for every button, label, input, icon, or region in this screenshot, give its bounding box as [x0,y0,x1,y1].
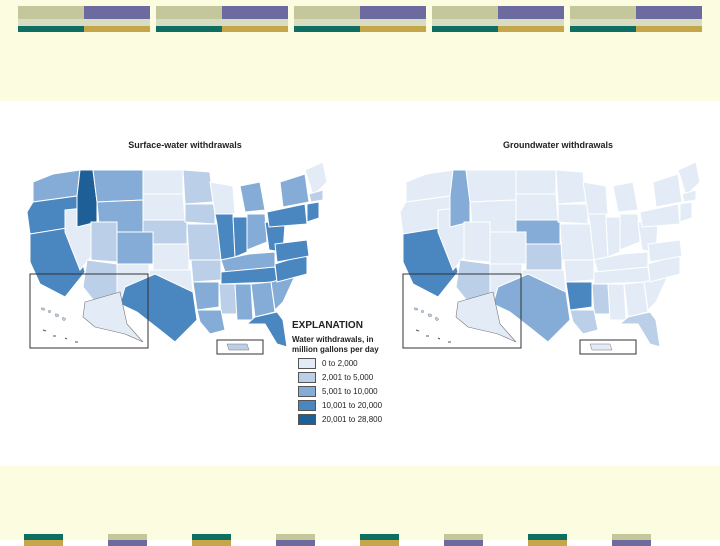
header-decoration-block [294,6,426,32]
legend-subtitle-line1: Water withdrawals, in [292,335,374,344]
surface-water-map-panel: Surface-water withdrawals [25,140,345,355]
footer-decoration-strip [528,534,606,546]
legend-subtitle: Water withdrawals, in million gallons pe… [292,335,452,355]
surface-water-map [26,161,328,355]
groundwater-map-panel: Groundwater withdrawals [398,140,718,355]
header-decoration-block [156,6,288,32]
legend-label: 0 to 2,000 [322,359,358,368]
groundwater-map-title: Groundwater withdrawals [502,140,614,150]
footer-decoration-strip [192,534,270,546]
legend-swatch [298,414,316,425]
footer-decoration-strip [360,534,438,546]
footer-decoration-strip [444,534,522,546]
footer-decoration-strip [108,534,186,546]
footer-decoration-strip [24,534,102,546]
legend-items: 0 to 2,000 2,001 to 5,000 5,001 to 10,000 1… [292,358,452,425]
legend-label: 2,001 to 5,000 [322,373,374,382]
legend-label: 10,001 to 20,000 [322,401,383,410]
legend-swatch [298,386,316,397]
legend-subtitle-line2: million gallons per day [292,345,379,354]
legend-item: 5,001 to 10,000 [292,386,452,397]
groundwater-map [399,161,701,355]
header-decoration-block [432,6,564,32]
legend-swatch [298,400,316,411]
legend-item: 10,001 to 20,000 [292,400,452,411]
legend-swatch [298,358,316,369]
bottom-decorative-band [0,466,720,540]
header-decoration-block [570,6,702,32]
legend-item: 20,001 to 28,800 [292,414,452,425]
legend-title: EXPLANATION [292,320,363,331]
legend-swatch [298,372,316,383]
footer-decoration-strip [276,534,354,546]
legend-item: 0 to 2,000 [292,358,452,369]
legend-label: 20,001 to 28,800 [322,415,383,424]
legend-label: 5,001 to 10,000 [322,387,378,396]
footer-decoration-strip [612,534,690,546]
surface-water-map-title: Surface-water withdrawals [128,140,242,150]
header-decoration-block [18,6,150,32]
legend-item: 2,001 to 5,000 [292,372,452,383]
map-legend: EXPLANATION Water withdrawals, in millio… [292,320,452,425]
